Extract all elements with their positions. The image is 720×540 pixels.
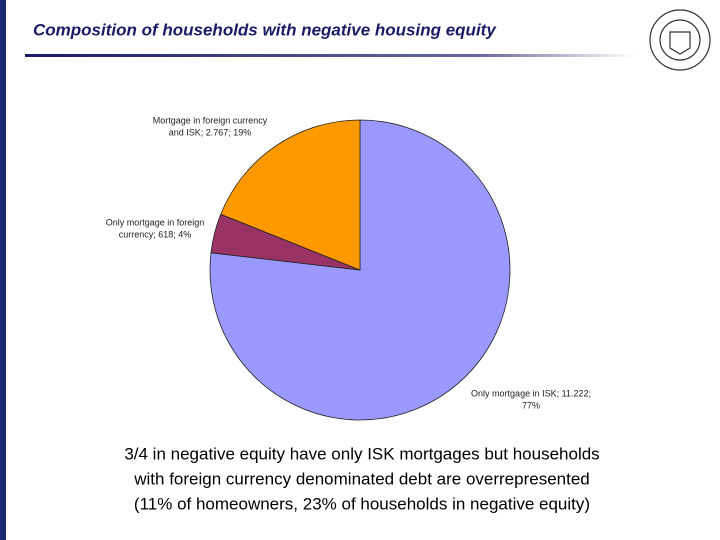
caption-line: 3/4 in negative equity have only ISK mor… bbox=[124, 444, 599, 463]
pie bbox=[209, 119, 511, 421]
data-label: 77% bbox=[522, 400, 540, 410]
data-label: Only mortgage in foreign bbox=[106, 217, 205, 227]
caption-line: (11% of homeowners, 23% of households in… bbox=[134, 494, 590, 513]
pie-slice bbox=[220, 119, 361, 271]
data-label: Only mortgage in ISK; 11.222; bbox=[471, 388, 591, 398]
left-border bbox=[0, 0, 6, 540]
logo bbox=[649, 9, 711, 71]
data-label: currency; 618; 4% bbox=[119, 229, 192, 239]
caption-line: with foreign currency denominated debt a… bbox=[133, 469, 590, 488]
chart-title: Composition of households with negative … bbox=[33, 20, 497, 39]
title-rule bbox=[25, 54, 635, 57]
data-label: and ISK; 2.767; 19% bbox=[169, 127, 252, 137]
data-label: Mortgage in foreign currency bbox=[153, 115, 268, 125]
